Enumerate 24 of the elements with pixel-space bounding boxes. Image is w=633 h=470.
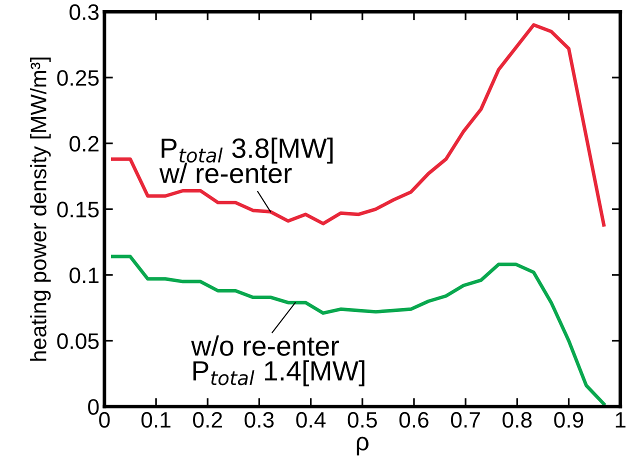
- y-tick-label: 0.1: [70, 267, 98, 284]
- x-tick-label: 1: [616, 412, 626, 428]
- y-tick-label: 0.25: [57, 70, 99, 86]
- x-tick-label: 0.8: [502, 412, 532, 428]
- annotation: w/o re-enter P$_{total}$ 1.4[MW]: [191, 335, 364, 386]
- y-tick-label: 0.3: [70, 4, 99, 20]
- y-axis-title: heating power density [MW/m³]: [30, 58, 51, 361]
- x-axis-title: ρ: [356, 436, 368, 456]
- x-tick-label: 0.3: [244, 412, 274, 428]
- y-tick-label: 0.15: [57, 202, 99, 218]
- x-tick-label: 0.9: [554, 412, 584, 428]
- y-tick-label: 0.05: [57, 333, 99, 350]
- x-tick-label: 0.5: [348, 412, 377, 428]
- line-series: [110, 23, 606, 227]
- x-tick-label: 0.6: [399, 412, 428, 428]
- x-tick-label: 0.2: [193, 412, 222, 428]
- x-tick-label: 0.4: [296, 412, 326, 428]
- line-series: [110, 254, 606, 406]
- annotation: P$_{total}$ 3.8[MW] w/ re-enter: [159, 138, 333, 184]
- y-tick-label: 0: [88, 399, 99, 415]
- x-tick-label: 0: [99, 412, 110, 428]
- x-tick-label: 0.1: [141, 412, 170, 428]
- x-tick-label: 0.7: [450, 412, 480, 428]
- y-tick-label: 0.2: [70, 136, 98, 152]
